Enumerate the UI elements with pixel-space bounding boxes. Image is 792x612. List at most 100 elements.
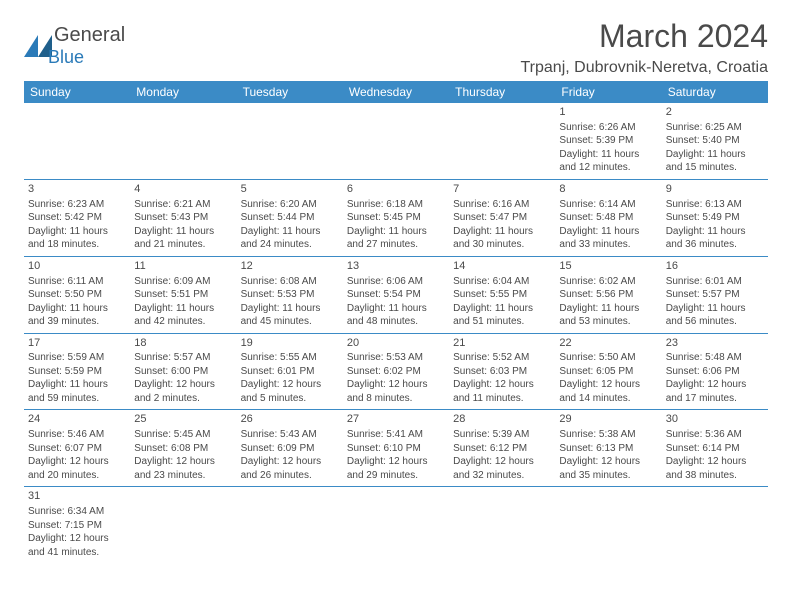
cell-line: Sunrise: 5:46 AM: [28, 428, 126, 442]
cell-line: Sunrise: 6:13 AM: [666, 198, 764, 212]
calendar-cell: 10Sunrise: 6:11 AMSunset: 5:50 PMDayligh…: [24, 257, 130, 334]
cell-line: Daylight: 11 hours: [28, 302, 126, 316]
cell-line: and 35 minutes.: [559, 469, 657, 483]
day-number: 22: [559, 336, 657, 351]
week-row: 3Sunrise: 6:23 AMSunset: 5:42 PMDaylight…: [24, 180, 768, 257]
cell-line: Sunrise: 6:06 AM: [347, 275, 445, 289]
cell-line: Sunset: 5:48 PM: [559, 211, 657, 225]
day-number: 18: [134, 336, 232, 351]
calendar-cell: 18Sunrise: 5:57 AMSunset: 6:00 PMDayligh…: [130, 334, 236, 411]
day-number: 27: [347, 412, 445, 427]
calendar-cell-empty: [237, 487, 343, 563]
cell-line: Daylight: 12 hours: [666, 378, 764, 392]
calendar-cell-empty: [343, 487, 449, 563]
calendar-cell: 5Sunrise: 6:20 AMSunset: 5:44 PMDaylight…: [237, 180, 343, 257]
cell-line: and 2 minutes.: [134, 392, 232, 406]
cell-line: Sunrise: 6:04 AM: [453, 275, 551, 289]
day-number: 21: [453, 336, 551, 351]
cell-line: Sunrise: 5:38 AM: [559, 428, 657, 442]
calendar-cell: 29Sunrise: 5:38 AMSunset: 6:13 PMDayligh…: [555, 410, 661, 487]
calendar-cell-empty: [343, 103, 449, 180]
logo-text-blue: Blue: [48, 47, 84, 67]
cell-line: Sunset: 6:03 PM: [453, 365, 551, 379]
week-row: 24Sunrise: 5:46 AMSunset: 6:07 PM Dayligh…: [24, 410, 768, 487]
calendar-cell-empty: [130, 487, 236, 563]
cell-line: Sunrise: 5:48 AM: [666, 351, 764, 365]
cell-line: Sunset: 5:40 PM: [666, 134, 764, 148]
calendar-cell: 27Sunrise: 5:41 AMSunset: 6:10 PMDayligh…: [343, 410, 449, 487]
calendar-cell: 14Sunrise: 6:04 AMSunset: 5:55 PMDayligh…: [449, 257, 555, 334]
calendar-cell: 7Sunrise: 6:16 AMSunset: 5:47 PMDaylight…: [449, 180, 555, 257]
cell-line: Daylight: 11 hours: [559, 302, 657, 316]
day-number: 17: [28, 336, 126, 351]
cell-line: Daylight: 11 hours: [28, 378, 126, 392]
cell-line: Daylight: 12 hours: [453, 455, 551, 469]
calendar-cell: 25Sunrise: 5:45 AMSunset: 6:08 PMDayligh…: [130, 410, 236, 487]
cell-line: and 59 minutes.: [28, 392, 126, 406]
calendar-cell: 28Sunrise: 5:39 AMSunset: 6:12 PMDayligh…: [449, 410, 555, 487]
day-header-row: SundayMondayTuesdayWednesdayThursdayFrid…: [24, 81, 768, 103]
cell-line: Sunset: 6:01 PM: [241, 365, 339, 379]
day-number: 1: [559, 105, 657, 120]
day-number: 12: [241, 259, 339, 274]
calendar-cell-empty: [449, 487, 555, 563]
cell-line: Sunrise: 6:02 AM: [559, 275, 657, 289]
location: Trpanj, Dubrovnik-Neretva, Croatia: [521, 59, 769, 77]
cell-line: Sunset: 7:15 PM: [28, 519, 126, 533]
cell-line: and 17 minutes.: [666, 392, 764, 406]
cell-line: Sunrise: 5:53 AM: [347, 351, 445, 365]
cell-line: Daylight: 11 hours: [666, 302, 764, 316]
cell-line: Daylight: 12 hours: [559, 455, 657, 469]
cell-line: Sunset: 6:07 PM: [28, 442, 126, 456]
cell-line: Daylight: 11 hours: [347, 302, 445, 316]
week-row: 1Sunrise: 6:26 AMSunset: 5:39 PMDaylight…: [24, 103, 768, 180]
cell-line: Sunset: 5:51 PM: [134, 288, 232, 302]
cell-line: Sunset: 5:47 PM: [453, 211, 551, 225]
cell-line: Sunset: 5:54 PM: [347, 288, 445, 302]
cell-line: Daylight: 11 hours: [559, 148, 657, 162]
day-header-friday: Friday: [555, 81, 661, 103]
cell-line: Sunrise: 5:57 AM: [134, 351, 232, 365]
calendar-cell: 9Sunrise: 6:13 AMSunset: 5:49 PMDaylight…: [662, 180, 768, 257]
cell-line: Sunrise: 6:21 AM: [134, 198, 232, 212]
calendar-cell: 4Sunrise: 6:21 AMSunset: 5:43 PMDaylight…: [130, 180, 236, 257]
cell-line: and 38 minutes.: [666, 469, 764, 483]
cell-line: Sunset: 6:14 PM: [666, 442, 764, 456]
cell-line: Daylight: 11 hours: [28, 225, 126, 239]
cell-line: Sunset: 5:43 PM: [134, 211, 232, 225]
day-header-wednesday: Wednesday: [343, 81, 449, 103]
calendar-cell: 22Sunrise: 5:50 AMSunset: 6:05 PMDayligh…: [555, 334, 661, 411]
cell-line: and 27 minutes.: [347, 238, 445, 252]
cell-line: and 45 minutes.: [241, 315, 339, 329]
cell-line: Sunrise: 5:50 AM: [559, 351, 657, 365]
cell-line: Daylight: 11 hours: [241, 225, 339, 239]
cell-line: Sunrise: 5:36 AM: [666, 428, 764, 442]
cell-line: Sunrise: 6:16 AM: [453, 198, 551, 212]
calendar-cell: 15Sunrise: 6:02 AMSunset: 5:56 PMDayligh…: [555, 257, 661, 334]
calendar-cell-empty: [662, 487, 768, 563]
cell-line: Sunset: 6:02 PM: [347, 365, 445, 379]
day-number: 20: [347, 336, 445, 351]
cell-line: and 18 minutes.: [28, 238, 126, 252]
cell-line: Sunset: 5:44 PM: [241, 211, 339, 225]
day-number: 7: [453, 182, 551, 197]
cell-line: and 29 minutes.: [347, 469, 445, 483]
cell-line: Sunset: 6:13 PM: [559, 442, 657, 456]
cell-line: Daylight: 12 hours: [28, 532, 126, 546]
calendar-cell: 26Sunrise: 5:43 AMSunset: 6:09 PMDayligh…: [237, 410, 343, 487]
cell-line: Sunrise: 5:41 AM: [347, 428, 445, 442]
cell-line: Sunset: 6:12 PM: [453, 442, 551, 456]
day-number: 24: [28, 412, 126, 427]
cell-line: Sunset: 6:05 PM: [559, 365, 657, 379]
cell-line: and 30 minutes.: [453, 238, 551, 252]
week-row: 10Sunrise: 6:11 AMSunset: 5:50 PMDayligh…: [24, 257, 768, 334]
cell-line: Sunset: 5:56 PM: [559, 288, 657, 302]
cell-line: Sunrise: 6:01 AM: [666, 275, 764, 289]
cell-line: Sunrise: 5:55 AM: [241, 351, 339, 365]
cell-line: and 41 minutes.: [28, 546, 126, 560]
cell-line: Sunset: 5:39 PM: [559, 134, 657, 148]
day-number: 8: [559, 182, 657, 197]
cell-line: Daylight: 11 hours: [134, 225, 232, 239]
cell-line: Daylight: 11 hours: [134, 302, 232, 316]
day-number: 16: [666, 259, 764, 274]
